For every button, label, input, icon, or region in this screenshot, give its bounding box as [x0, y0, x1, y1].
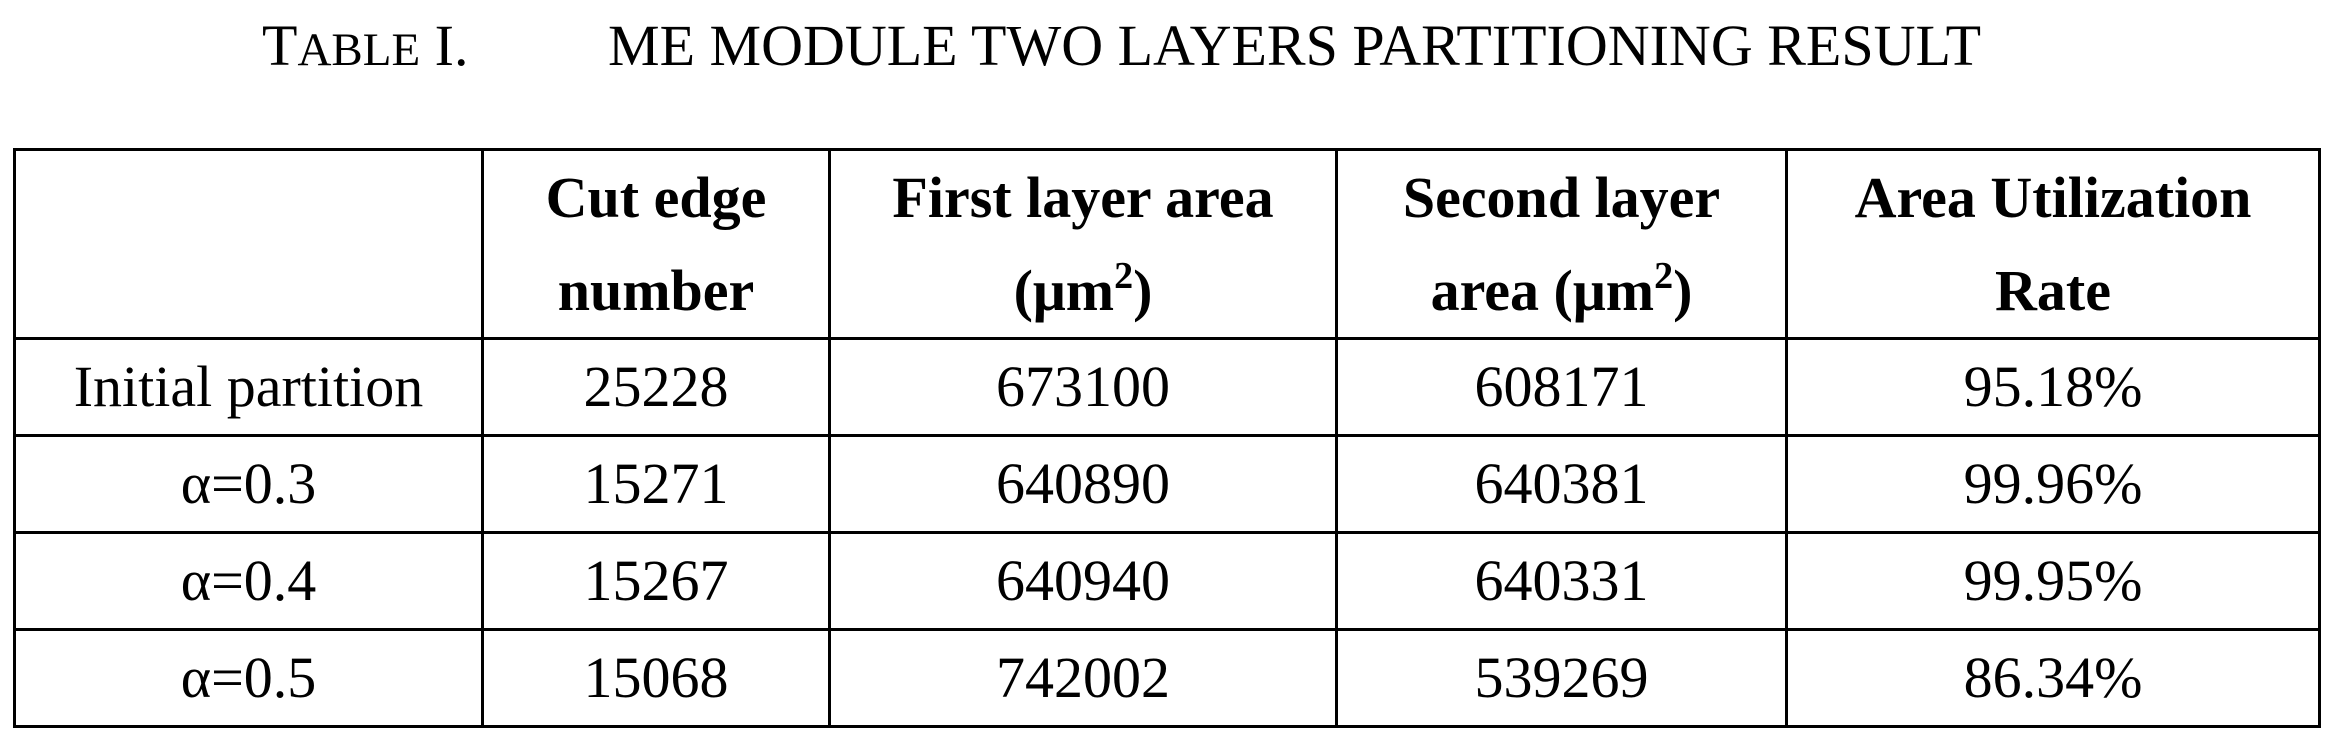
- header-cell-area-utilization-rate: Area Utilization Rate: [1785, 148, 2321, 340]
- first-layer-area-cell: 673100: [828, 337, 1338, 437]
- cut-edge-cell: 15271: [481, 434, 831, 534]
- first-layer-area-cell: 640940: [828, 531, 1338, 631]
- utilization-rate-cell: 95.18%: [1785, 337, 2321, 437]
- header-row: Cut edge number First layer area (μm2) S…: [13, 148, 2321, 340]
- second-layer-area-cell: 539269: [1335, 628, 1788, 728]
- row-label-cell: α=0.3: [13, 434, 484, 534]
- cut-edge-cell: 25228: [481, 337, 831, 437]
- table-row: α=0.5 15068 742002 539269 86.34%: [13, 628, 2321, 728]
- table-row: Initial partition 25228 673100 608171 95…: [13, 337, 2321, 437]
- table-row: α=0.3 15271 640890 640381 99.96%: [13, 434, 2321, 534]
- row-label-cell: Initial partition: [13, 337, 484, 437]
- table-caption: TABLE I. ME MODULE TWO LAYERS PARTITIONI…: [0, 10, 2328, 82]
- cut-edge-cell: 15068: [481, 628, 831, 728]
- partitioning-result-table: Cut edge number First layer area (μm2) S…: [13, 148, 2321, 728]
- second-layer-area-cell: 640331: [1335, 531, 1788, 631]
- second-layer-area-cell: 608171: [1335, 337, 1788, 437]
- table-row: α=0.4 15267 640940 640331 99.95%: [13, 531, 2321, 631]
- utilization-rate-cell: 99.96%: [1785, 434, 2321, 534]
- first-layer-area-cell: 640890: [828, 434, 1338, 534]
- first-layer-area-cell: 742002: [828, 628, 1338, 728]
- second-layer-area-cell: 640381: [1335, 434, 1788, 534]
- header-cell-empty: [13, 148, 484, 340]
- header-cell-first-layer-area: First layer area (μm2): [828, 148, 1338, 340]
- table-title: ME MODULE TWO LAYERS PARTITIONING RESULT: [608, 13, 1981, 78]
- row-label-cell: α=0.5: [13, 628, 484, 728]
- utilization-rate-cell: 86.34%: [1785, 628, 2321, 728]
- row-label-cell: α=0.4: [13, 531, 484, 631]
- table-label: TABLE I.: [262, 13, 469, 78]
- header-cell-second-layer-area: Second layer area (μm2): [1335, 148, 1788, 340]
- cut-edge-cell: 15267: [481, 531, 831, 631]
- utilization-rate-cell: 99.95%: [1785, 531, 2321, 631]
- header-cell-cut-edge-number: Cut edge number: [481, 148, 831, 340]
